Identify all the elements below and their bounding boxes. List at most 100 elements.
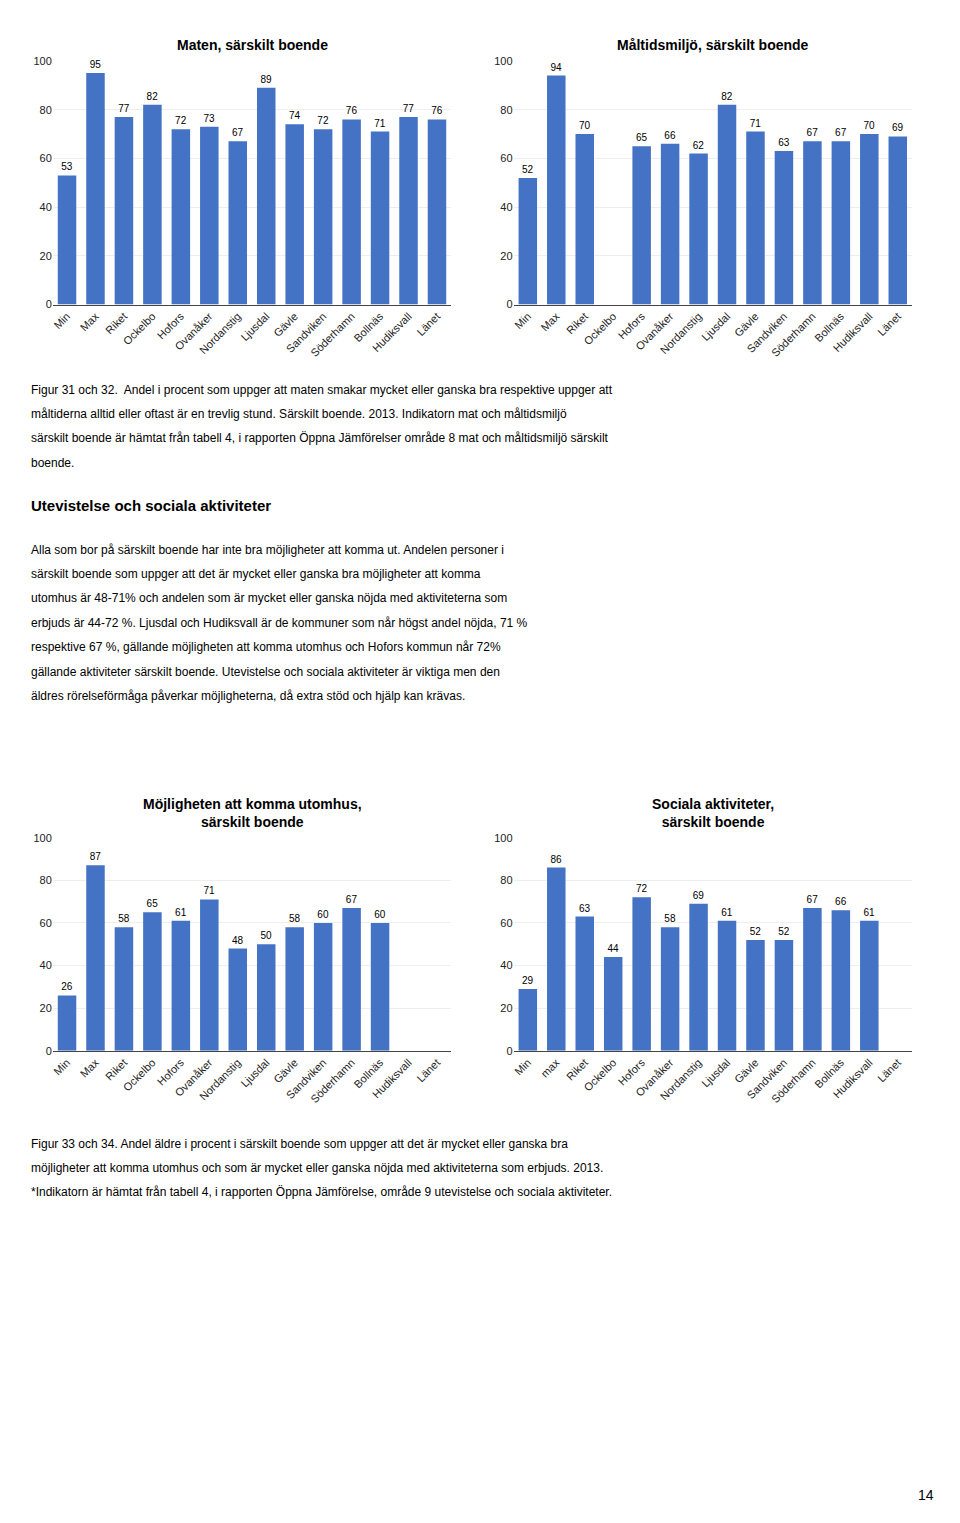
svg-text:70: 70 [864, 120, 876, 131]
svg-text:särskilt boende är hämtat från: särskilt boende är hämtat från tabell 4,… [31, 431, 609, 445]
svg-text:58: 58 [289, 913, 301, 924]
svg-text:Ockelbo: Ockelbo [121, 310, 158, 347]
svg-text:20: 20 [40, 1002, 52, 1014]
svg-text:äldres rörelseförmåga påverkar: äldres rörelseförmåga påverkar möjlighet… [31, 689, 465, 703]
svg-text:Hudiksvall: Hudiksvall [370, 310, 414, 354]
svg-text:Länet: Länet [414, 1056, 442, 1084]
svg-text:Riket: Riket [564, 1056, 590, 1082]
svg-text:Bollnäs: Bollnäs [351, 1056, 385, 1090]
svg-text:40: 40 [500, 201, 512, 213]
svg-text:26: 26 [61, 981, 73, 992]
svg-text:Söderhamn: Söderhamn [769, 1056, 818, 1105]
svg-text:100: 100 [33, 832, 51, 844]
svg-text:Ockelbo: Ockelbo [121, 1056, 158, 1093]
svg-text:82: 82 [721, 91, 733, 102]
svg-text:72: 72 [175, 115, 187, 126]
svg-text:72: 72 [636, 883, 648, 894]
svg-text:44: 44 [607, 943, 619, 954]
svg-text:80: 80 [500, 874, 512, 886]
svg-text:62: 62 [693, 140, 705, 151]
svg-text:Hudiksvall: Hudiksvall [831, 310, 875, 354]
svg-text:40: 40 [40, 959, 52, 971]
svg-text:Min: Min [51, 1056, 72, 1077]
svg-text:0: 0 [506, 1045, 512, 1057]
svg-text:82: 82 [147, 91, 159, 102]
svg-text:Gävle: Gävle [271, 1056, 300, 1085]
svg-text:Bollnäs: Bollnäs [351, 310, 385, 344]
svg-text:89: 89 [260, 74, 272, 85]
svg-text:Max: Max [538, 310, 562, 334]
svg-text:66: 66 [664, 130, 676, 141]
svg-text:respektive 67 %, gällande möjl: respektive 67 %, gällande möjligheten at… [31, 640, 501, 654]
svg-text:Hofors: Hofors [155, 310, 187, 342]
svg-text:0: 0 [506, 298, 512, 310]
svg-text:Måltidsmiljö, särskilt boende: Måltidsmiljö, särskilt boende [617, 37, 809, 53]
svg-text:Nordanstig: Nordanstig [658, 310, 704, 356]
svg-text:40: 40 [40, 201, 52, 213]
svg-text:Riket: Riket [103, 310, 129, 336]
svg-text:Ockelbo: Ockelbo [581, 310, 618, 347]
svg-text:Hudiksvall: Hudiksvall [370, 1056, 414, 1100]
svg-text:20: 20 [500, 250, 512, 262]
svg-text:80: 80 [40, 874, 52, 886]
svg-text:Max: Max [78, 1056, 102, 1080]
svg-text:Sandviken: Sandviken [284, 310, 329, 355]
svg-text:möjligheter att komma utomhus: möjligheter att komma utomhus och som är… [31, 1161, 603, 1175]
svg-text:Nordanstig: Nordanstig [197, 310, 243, 356]
svg-text:Gävle: Gävle [732, 1056, 761, 1085]
svg-text:Alla som bor på särskilt boend: Alla som bor på särskilt boende har inte… [31, 543, 504, 557]
svg-text:Bollnäs: Bollnäs [812, 310, 846, 344]
svg-text:69: 69 [693, 890, 705, 901]
svg-text:71: 71 [374, 118, 386, 129]
svg-text:0: 0 [46, 298, 52, 310]
svg-text:särskilt boende som uppger att: särskilt boende som uppger att det är my… [31, 567, 481, 581]
svg-text:63: 63 [579, 903, 591, 914]
svg-text:Min: Min [512, 310, 533, 331]
svg-text:72: 72 [317, 115, 329, 126]
svg-text:77: 77 [118, 103, 130, 114]
svg-text:Sociala aktiviteter,särskilt b: Sociala aktiviteter,särskilt boende [652, 796, 774, 830]
svg-text:Sandviken: Sandviken [284, 1056, 329, 1101]
svg-text:71: 71 [204, 885, 216, 896]
svg-text:94: 94 [551, 62, 563, 73]
svg-text:utomhus är 48-71% och andelen: utomhus är 48-71% och andelen som är myc… [31, 591, 507, 605]
svg-text:58: 58 [664, 913, 676, 924]
svg-text:73: 73 [204, 113, 216, 124]
svg-text:Max: Max [78, 310, 102, 334]
svg-text:40: 40 [500, 959, 512, 971]
svg-text:Ljusdal: Ljusdal [699, 1056, 732, 1089]
svg-text:65: 65 [636, 132, 648, 143]
svg-text:69: 69 [892, 122, 904, 133]
svg-text:60: 60 [317, 909, 329, 920]
svg-text:67: 67 [346, 894, 358, 905]
svg-text:Länet: Länet [414, 310, 442, 338]
svg-text:52: 52 [522, 164, 534, 175]
svg-text:Hofors: Hofors [155, 1056, 187, 1088]
svg-text:Hofors: Hofors [616, 1056, 648, 1088]
svg-text:Hudiksvall: Hudiksvall [831, 1056, 875, 1100]
svg-text:74: 74 [289, 110, 301, 121]
svg-text:Sandviken: Sandviken [744, 1056, 789, 1101]
svg-text:48: 48 [232, 935, 244, 946]
svg-text:Ovanåker: Ovanåker [172, 310, 214, 352]
svg-text:61: 61 [721, 907, 733, 918]
svg-text:63: 63 [778, 137, 790, 148]
svg-text:Söderhamn: Söderhamn [308, 310, 357, 359]
svg-text:50: 50 [260, 930, 272, 941]
svg-text:Ovanåker: Ovanåker [172, 1056, 214, 1098]
svg-text:65: 65 [147, 898, 159, 909]
svg-text:60: 60 [500, 152, 512, 164]
svg-text:Bollnäs: Bollnäs [812, 1056, 846, 1090]
svg-text:Sandviken: Sandviken [744, 310, 789, 355]
svg-text:67: 67 [807, 127, 819, 138]
svg-text:Länet: Länet [875, 1056, 903, 1084]
svg-text:Ljusdal: Ljusdal [238, 1056, 271, 1089]
svg-text:67: 67 [807, 894, 819, 905]
svg-text:52: 52 [750, 926, 762, 937]
svg-text:14: 14 [918, 1487, 934, 1503]
svg-text:77: 77 [403, 103, 415, 114]
svg-text:100: 100 [494, 55, 512, 67]
svg-text:61: 61 [175, 907, 187, 918]
svg-text:80: 80 [40, 104, 52, 116]
svg-text:80: 80 [500, 104, 512, 116]
